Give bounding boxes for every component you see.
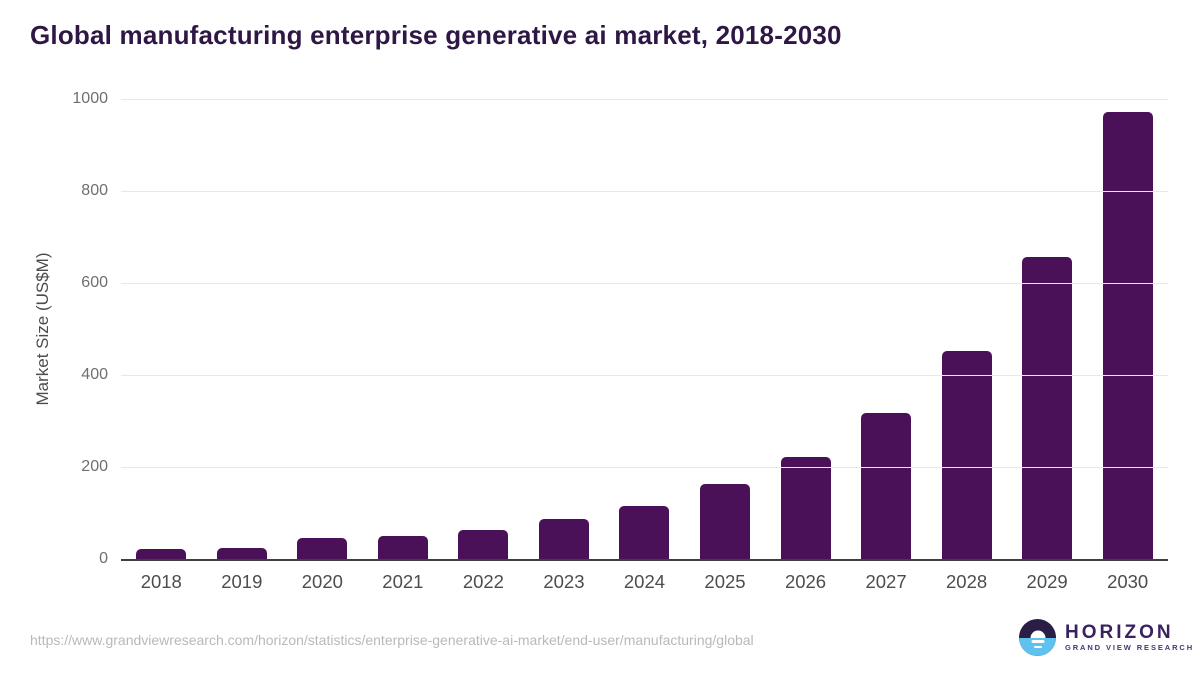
x-tick-2024: 2024 [623,571,666,592]
x-tick-2025: 2025 [704,571,746,592]
chart-title: Global manufacturing enterprise generati… [30,20,842,50]
gridline-400 [121,374,1168,376]
x-tick-2020: 2020 [301,571,343,592]
bar-2020 [297,537,348,559]
x-tick-2027: 2027 [865,571,907,592]
x-tick-2018: 2018 [140,571,182,592]
logo-reflection-stripe [1033,645,1042,648]
bar-cell-2020 [282,99,363,559]
gridline-1000 [121,98,1168,100]
bar-cell-2025 [685,99,766,559]
bar-2029 [1022,257,1073,559]
x-tick-2030: 2030 [1107,571,1149,592]
bar-2022 [458,529,509,559]
x-tick-2026: 2026 [784,571,827,592]
y-tick-400: 400 [81,366,108,383]
logo-name: HORIZON [1065,622,1174,643]
bar-cell-2027 [846,99,927,559]
y-tick-1000: 1000 [72,90,108,107]
bar-2023 [538,518,589,559]
logo-reflection-stripe [1031,639,1044,643]
gridline-800 [121,190,1168,192]
y-tick-200: 200 [81,458,108,475]
y-axis-title: Market Size (US$M) [33,252,52,406]
y-tick-0: 0 [99,550,108,567]
horizon-logo: HORIZON GRAND VIEW RESEARCH [1019,619,1194,656]
bar-2019 [216,547,267,559]
bar-cell-2029 [1007,99,1088,559]
gridline-600 [121,282,1168,284]
x-tick-2022: 2022 [462,571,504,592]
x-tick-2028: 2028 [946,571,988,592]
x-tick-2019: 2019 [221,571,263,592]
x-tick-2023: 2023 [543,571,585,592]
bar-2018 [136,548,187,559]
bar-2028 [941,351,992,559]
bar-cell-2024 [604,99,685,559]
bar-2030 [1102,112,1153,559]
bars-container [121,99,1168,559]
x-tick-2029: 2029 [1026,571,1068,592]
source-url: https://www.grandviewresearch.com/horizo… [30,632,754,648]
bar-2021 [377,536,428,559]
bar-cell-2030 [1087,99,1168,559]
logo-subtitle: GRAND VIEW RESEARCH [1065,643,1195,652]
gridline-200 [121,466,1168,468]
bar-2027 [861,413,912,559]
bar-2024 [619,505,670,559]
bar-cell-2021 [363,99,444,559]
y-tick-600: 600 [81,274,108,291]
x-tick-2021: 2021 [382,571,424,592]
x-axis-tick-labels: 2018 2019 2020 2021 2022 2023 2024 2025 2026 2027… [121,571,1168,593]
bar-cell-2019 [202,99,283,559]
bar-2025 [699,484,750,559]
y-axis-tick-labels: 0 200 400 600 800 1000 [52,90,108,567]
bar-cell-2023 [524,99,605,559]
bar-cell-2028 [926,99,1007,559]
logo-text-block: HORIZON GRAND VIEW RESEARCH [1065,622,1195,653]
bar-cell-2026 [765,99,846,559]
y-tick-800: 800 [81,182,108,199]
bar-cell-2022 [443,99,524,559]
bar-cell-2018 [121,99,202,559]
horizon-logo-icon [1019,619,1056,656]
logo-water-shape [1019,637,1056,656]
plot-area [121,98,1168,561]
bar-2026 [780,456,831,559]
